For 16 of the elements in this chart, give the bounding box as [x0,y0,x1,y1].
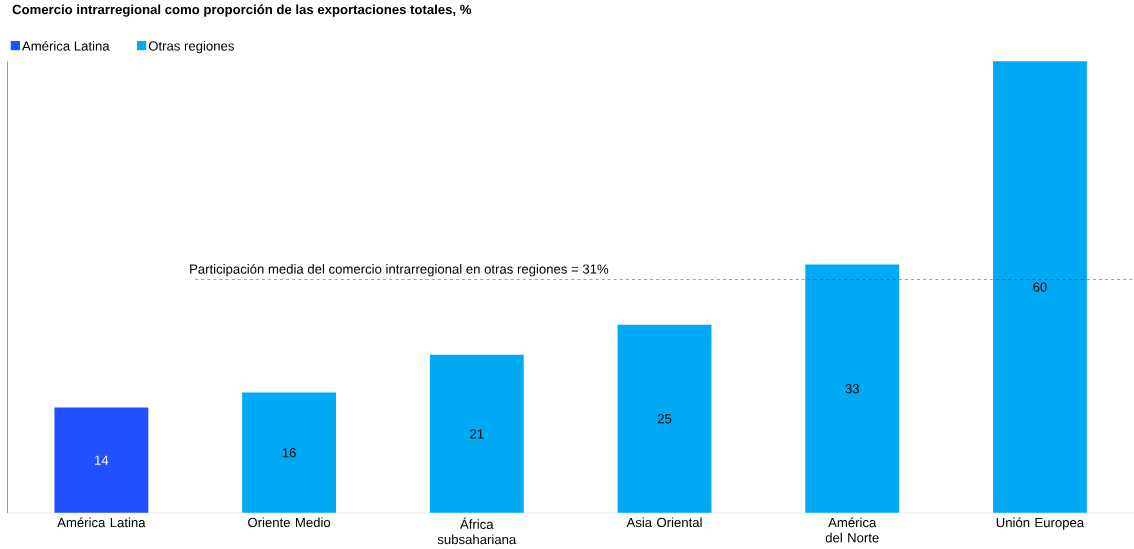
data-label: 25 [657,414,672,424]
data-label: 60 [1033,282,1047,292]
ref-line-label: Participación media del comercio intrarregional en otras regiones = 31% [190,264,609,277]
x-tick-label: América del Norte [825,517,879,543]
chart-title: Comercio intrarregional como proporción de las exportaciones totales, % [12,4,472,18]
data-label: 14 [95,455,109,465]
x-tick-label: Oriente Medio [248,517,331,528]
x-tick-label: África subsahariana [437,517,517,545]
x-tick-label: América Latina [57,517,146,528]
x-tick-label: Unión Europea [996,517,1085,531]
x-tick-label: Asia Oriental [626,517,702,528]
legend-label: Otras regiones [148,41,234,54]
data-label: 33 [845,384,859,394]
data-label: 16 [282,448,296,458]
data-label: 21 [470,429,484,439]
legend-label: América Latina [22,41,110,51]
